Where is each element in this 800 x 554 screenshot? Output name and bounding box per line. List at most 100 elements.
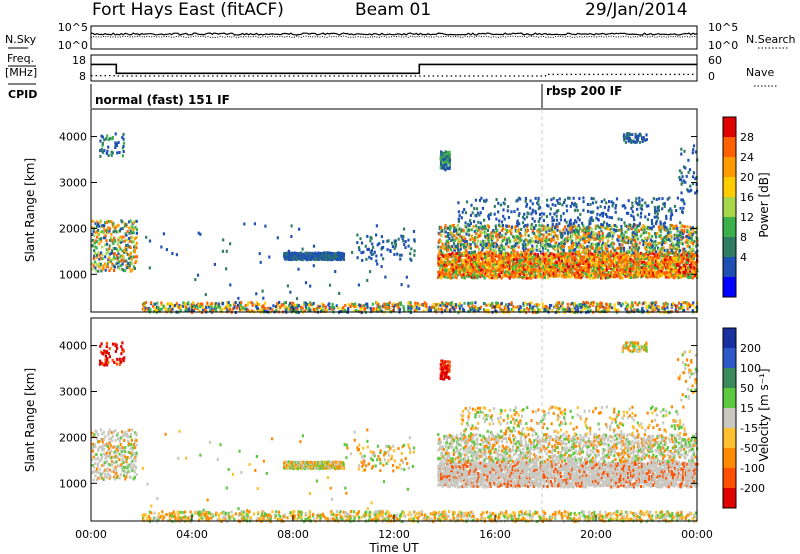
scatter-cell bbox=[441, 242, 444, 246]
scatter-cell bbox=[529, 259, 533, 263]
scatter-cell bbox=[549, 207, 552, 211]
scatter-cell bbox=[652, 274, 655, 278]
scatter-cell bbox=[359, 305, 362, 309]
scatter-cell bbox=[112, 461, 115, 465]
scatter-cell bbox=[112, 255, 116, 259]
scatter-cell bbox=[458, 307, 461, 311]
scatter-cell bbox=[504, 262, 507, 266]
scatter-cell bbox=[448, 228, 452, 232]
scatter-cell bbox=[486, 271, 489, 275]
scatter-cell bbox=[567, 273, 570, 277]
scatter-cell bbox=[655, 209, 658, 213]
scatter-cell bbox=[538, 270, 541, 274]
scatter-cell bbox=[442, 254, 445, 258]
scatter-cell bbox=[507, 302, 510, 306]
power-ylabel: Slant Range [km] bbox=[23, 158, 37, 262]
scatter-cell bbox=[539, 226, 542, 230]
nave-label: Nave bbox=[746, 66, 774, 79]
scatter-cell bbox=[117, 229, 120, 233]
scatter-cell bbox=[119, 227, 122, 231]
scatter-cell bbox=[594, 255, 597, 259]
scatter-cell bbox=[396, 252, 399, 256]
scatter-cell bbox=[626, 224, 629, 228]
scatter-cell bbox=[690, 188, 693, 192]
scatter-cell bbox=[524, 244, 527, 248]
scatter-cell bbox=[626, 272, 629, 276]
scatter-cell bbox=[690, 227, 693, 231]
scatter-cell bbox=[120, 238, 123, 242]
scatter-cell bbox=[564, 265, 567, 269]
scatter-cell bbox=[127, 245, 130, 249]
scatter-cell bbox=[608, 228, 611, 232]
scatter-cell bbox=[468, 246, 471, 250]
scatter-cell bbox=[474, 236, 477, 239]
scatter-cell bbox=[643, 255, 646, 259]
scatter-cell bbox=[605, 302, 608, 306]
scatter-cell bbox=[99, 428, 103, 432]
scatter-cell bbox=[657, 305, 660, 309]
scatter-cell bbox=[527, 302, 530, 306]
scatter-cell bbox=[689, 303, 692, 307]
scatter-cell bbox=[575, 230, 578, 234]
scatter-cell bbox=[604, 262, 607, 266]
scatter-cell bbox=[489, 304, 492, 307]
scatter-cell bbox=[458, 227, 461, 231]
scatter-cell bbox=[498, 267, 502, 271]
scatter-cell bbox=[483, 276, 486, 280]
scatter-cell bbox=[132, 240, 135, 244]
scatter-cell bbox=[127, 220, 131, 224]
scatter-cell bbox=[499, 235, 502, 239]
scatter-cell bbox=[121, 267, 124, 271]
scatter-cell bbox=[457, 273, 460, 277]
scatter-cell bbox=[437, 245, 440, 249]
scatter-cell bbox=[652, 301, 655, 305]
scatter-cell bbox=[110, 150, 113, 154]
scatter-cell bbox=[622, 253, 625, 256]
scatter-cell bbox=[568, 228, 571, 232]
scatter-cell bbox=[448, 271, 451, 275]
scatter-cell bbox=[133, 245, 136, 249]
scatter-cell bbox=[483, 218, 486, 222]
scatter-cell bbox=[658, 197, 661, 201]
scatter-cell bbox=[481, 270, 485, 274]
scatter-cell bbox=[256, 309, 259, 313]
scatter-cell bbox=[595, 258, 598, 262]
scatter-cell bbox=[276, 302, 279, 306]
scatter-cell bbox=[614, 203, 618, 207]
scatter-cell bbox=[684, 274, 687, 278]
scatter-cell bbox=[268, 255, 271, 259]
scatter-cell bbox=[616, 264, 620, 268]
scatter-cell bbox=[669, 247, 672, 250]
scatter-cell bbox=[518, 275, 521, 279]
scatter-cell bbox=[629, 257, 632, 261]
scatter-cell bbox=[591, 272, 595, 276]
scatter-cell bbox=[620, 236, 623, 239]
scatter-cell bbox=[583, 251, 586, 255]
scatter-cell bbox=[380, 265, 383, 269]
scatter-cell bbox=[632, 245, 635, 249]
scatter-cell bbox=[110, 251, 114, 255]
scatter-cell bbox=[660, 269, 663, 273]
scatter-cell bbox=[649, 275, 652, 279]
scatter-cell bbox=[531, 226, 534, 230]
scatter-cell bbox=[104, 435, 107, 439]
scatter-cell bbox=[689, 273, 692, 276]
scatter-cell bbox=[128, 239, 131, 243]
scatter-cell bbox=[690, 235, 693, 239]
scatter-cell bbox=[611, 204, 614, 208]
scatter-cell bbox=[100, 453, 103, 457]
scatter-cell bbox=[655, 266, 658, 270]
scatter-cell bbox=[604, 246, 607, 250]
scatter-cell bbox=[311, 251, 314, 255]
scatter-cell bbox=[133, 248, 137, 252]
scatter-cell bbox=[557, 268, 560, 272]
scatter-cell bbox=[441, 151, 444, 155]
scatter-cell bbox=[558, 202, 561, 206]
scatter-cell bbox=[548, 254, 551, 257]
scatter-cell bbox=[646, 275, 649, 279]
scatter-cell bbox=[459, 269, 462, 273]
scatter-cell bbox=[631, 238, 634, 242]
scatter-cell bbox=[102, 443, 105, 447]
scatter-cell bbox=[686, 261, 689, 264]
